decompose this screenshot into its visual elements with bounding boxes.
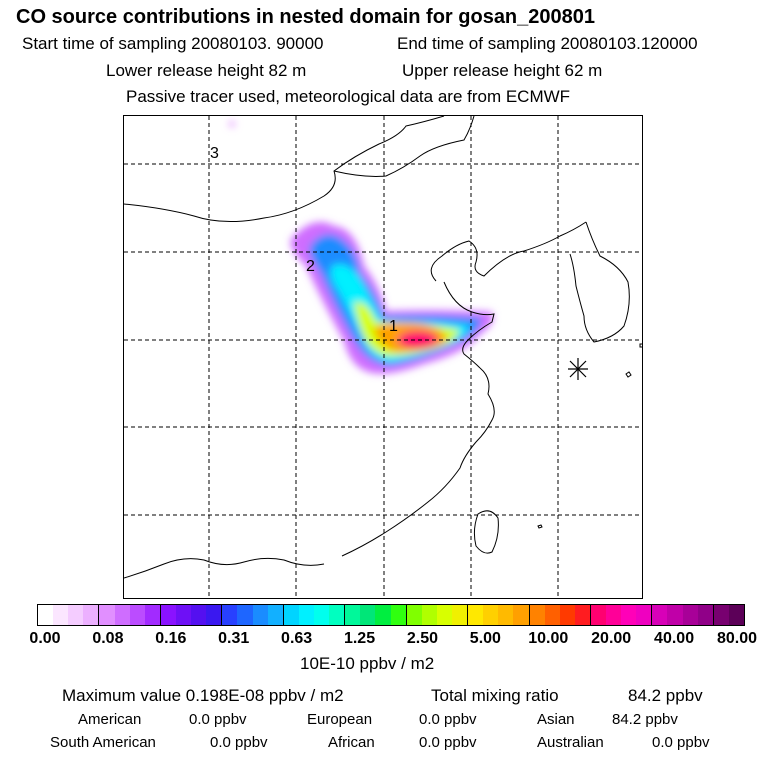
colorbar-tick-label: 0.31 <box>218 630 250 647</box>
american-label: American <box>78 711 142 728</box>
colorbar-swatch <box>559 605 575 625</box>
colorbar-swatch <box>222 605 238 625</box>
start-time: Start time of sampling 20080103. 90000 <box>22 34 324 53</box>
african-label: African <box>328 734 375 751</box>
colorbar-tick-label: 40.00 <box>654 630 695 647</box>
colorbar-swatch <box>406 605 422 625</box>
colorbar-swatch <box>513 605 530 625</box>
colorbar-swatch <box>436 605 452 625</box>
colorbar-swatch <box>329 605 346 625</box>
european-value: 0.0 ppbv <box>419 711 477 728</box>
island-1 <box>625 371 632 378</box>
colorbar-swatch <box>697 605 714 625</box>
colorbar-swatch <box>99 605 115 625</box>
colorbar-swatch <box>544 605 560 625</box>
plume-fragment <box>229 121 235 127</box>
south-american-value: 0.0 ppbv <box>210 734 268 751</box>
colorbar-unit: 10E-10 ppbv / m2 <box>300 654 435 673</box>
colorbar-tick-label: 0.00 <box>29 630 61 647</box>
colorbar-swatch <box>682 605 698 625</box>
colorbar-swatch <box>636 605 653 625</box>
colorbar-swatch <box>345 605 361 625</box>
south-american-label: South American <box>50 734 156 751</box>
korea-outline <box>569 221 630 343</box>
marker-2: 2 <box>306 258 315 275</box>
colorbar-tick-label: 0.63 <box>281 630 313 647</box>
colorbar-tick-label: 10.00 <box>528 630 569 647</box>
end-time: End time of sampling 20080103.120000 <box>397 34 698 53</box>
colorbar-swatch <box>498 605 514 625</box>
colorbar-swatch <box>38 605 54 625</box>
tracer-note: Passive tracer used, meteorological data… <box>126 87 571 106</box>
asian-label: Asian <box>537 711 575 728</box>
border-north <box>124 116 445 223</box>
island-3 <box>537 524 543 529</box>
colorbar-swatch <box>83 605 100 625</box>
asterisk-icon <box>568 358 588 380</box>
colorbar-swatch <box>313 605 330 625</box>
colorbar-swatch <box>590 605 607 625</box>
colorbar-swatch <box>114 605 130 625</box>
colorbar-swatch <box>483 605 499 625</box>
colorbar-swatch <box>606 605 622 625</box>
colorbar-swatch <box>252 605 268 625</box>
colorbar <box>37 604 745 626</box>
colorbar-swatch <box>160 605 176 625</box>
australian-value: 0.0 ppbv <box>652 734 710 751</box>
marker-3: 3 <box>210 145 219 162</box>
colorbar-swatch <box>68 605 84 625</box>
african-value: 0.0 ppbv <box>419 734 477 751</box>
colorbar-swatch <box>191 605 207 625</box>
grid-lines <box>124 116 642 598</box>
map-canvas: 1 2 3 <box>124 116 642 598</box>
lower-release-height: Lower release height 82 m <box>106 61 307 80</box>
colorbar-swatch <box>468 605 484 625</box>
colorbar-swatch <box>375 605 391 625</box>
colorbar-swatch <box>237 605 253 625</box>
colorbar-swatch <box>713 605 729 625</box>
colorbar-swatch <box>529 605 545 625</box>
colorbar-swatch <box>53 605 69 625</box>
colorbar-tick-label: 1.25 <box>343 630 376 647</box>
colorbar-swatch <box>667 605 683 625</box>
colorbar-tick-label: 0.08 <box>92 630 124 647</box>
marker-1: 1 <box>389 318 398 335</box>
upper-release-height: Upper release height 62 m <box>402 61 603 80</box>
border-mongolia <box>333 116 475 177</box>
colorbar-tick-label: 80.00 <box>716 630 758 647</box>
american-value: 0.0 ppbv <box>189 711 247 728</box>
colorbar-swatch <box>652 605 668 625</box>
asian-value: 84.2 ppbv <box>612 711 678 728</box>
border-southwest <box>124 557 325 579</box>
colorbar-swatch <box>621 605 637 625</box>
european-label: European <box>307 711 373 728</box>
colorbar-swatch <box>267 605 284 625</box>
colorbar-swatch <box>360 605 376 625</box>
colorbar-swatch <box>283 605 299 625</box>
plot-title: CO source contributions in nested domain… <box>16 6 596 28</box>
coast-shandong <box>443 281 495 369</box>
total-mixing-value: 84.2 ppbv <box>628 686 703 705</box>
colorbar-swatch <box>129 605 145 625</box>
colorbar-swatch <box>175 605 192 625</box>
colorbar-swatch <box>144 605 161 625</box>
colorbar-swatch <box>421 605 437 625</box>
colorbar-tick-label: 5.00 <box>469 630 501 647</box>
colorbar-swatch <box>451 605 469 625</box>
coast-east <box>341 367 495 557</box>
map-panel[interactable]: 1 2 3 <box>123 115 643 599</box>
colorbar-swatch <box>390 605 407 625</box>
colorbar-tick-label: 0.16 <box>155 630 187 647</box>
colorbar-swatch <box>728 605 745 625</box>
taiwan-outline <box>473 510 499 554</box>
australian-label: Australian <box>537 734 604 751</box>
colorbar-swatch <box>206 605 223 625</box>
island-2 <box>639 343 642 348</box>
maximum-value: Maximum value 0.198E-08 ppbv / m2 <box>62 686 344 705</box>
colorbar-swatch <box>298 605 314 625</box>
colorbar-tick-label: 2.50 <box>406 630 439 647</box>
colorbar-tick-label: 20.00 <box>591 630 632 647</box>
colorbar-swatch <box>574 605 591 625</box>
total-mixing-label: Total mixing ratio <box>431 686 559 705</box>
